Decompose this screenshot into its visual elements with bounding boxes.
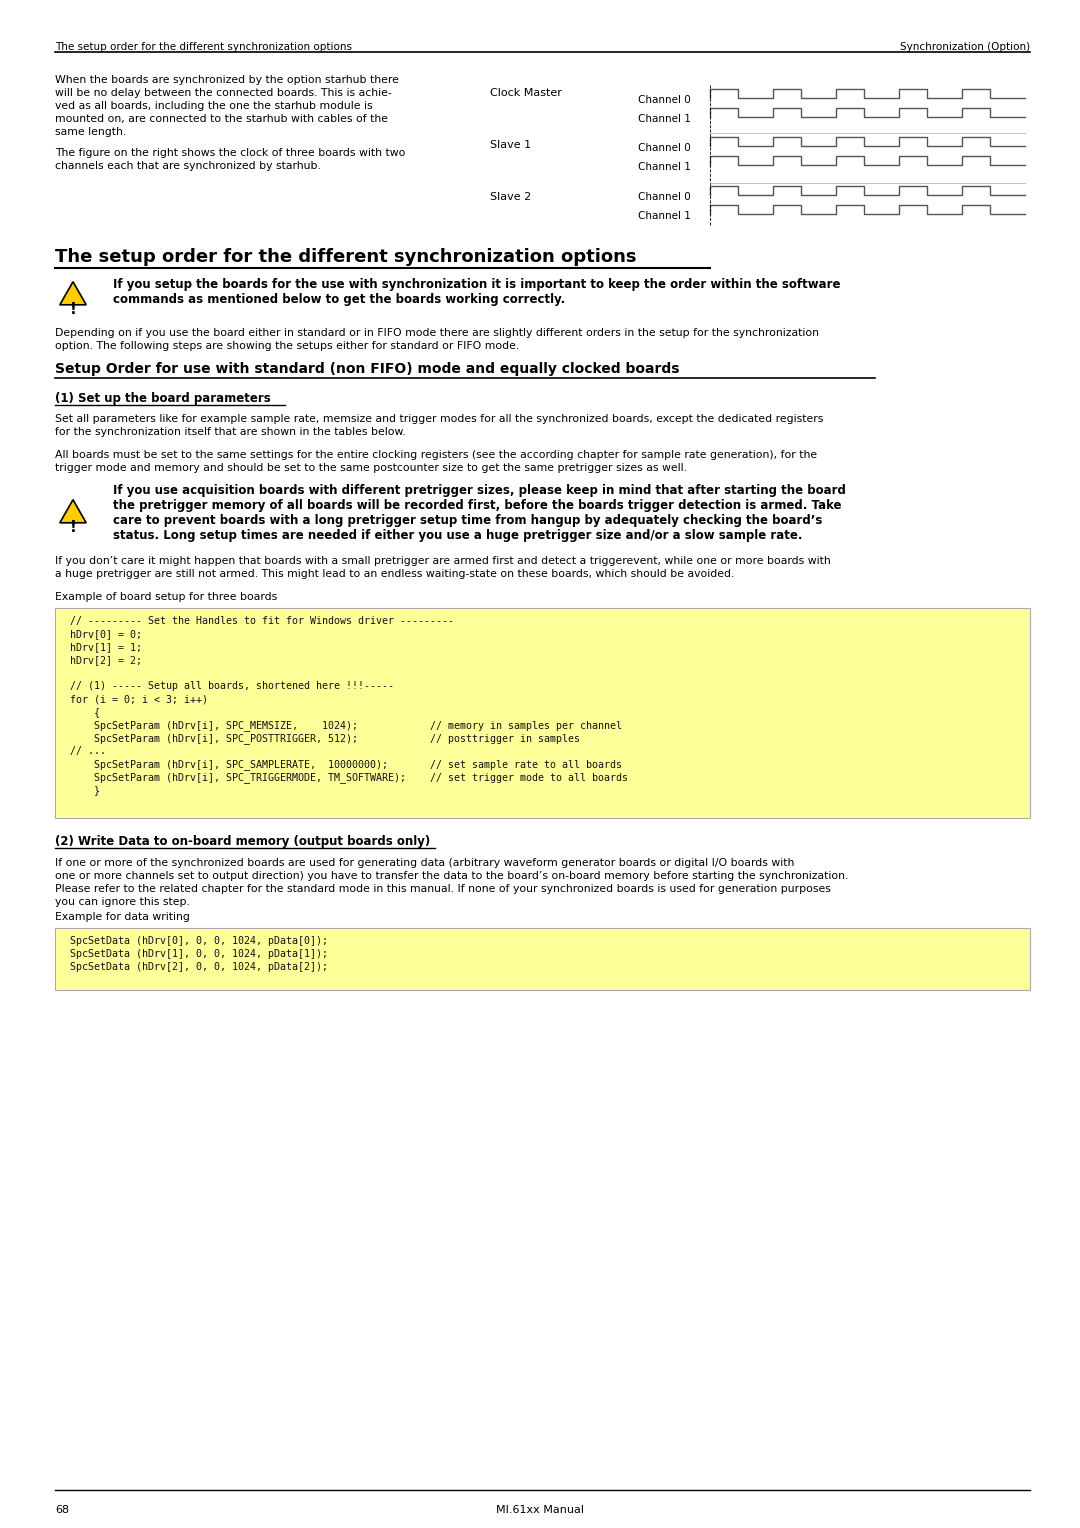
Text: trigger mode and memory and should be set to the same postcounter size to get th: trigger mode and memory and should be se… xyxy=(55,463,687,474)
Text: SpcSetData (hDrv[1], 0, 0, 1024, pData[1]);: SpcSetData (hDrv[1], 0, 0, 1024, pData[1… xyxy=(70,949,328,960)
Text: !: ! xyxy=(69,520,77,535)
Text: Channel 0: Channel 0 xyxy=(638,193,691,202)
Text: Synchronization (Option): Synchronization (Option) xyxy=(900,41,1030,52)
Text: Depending on if you use the board either in standard or in FIFO mode there are s: Depending on if you use the board either… xyxy=(55,329,819,338)
Text: status. Long setup times are needed if either you use a huge pretrigger size and: status. Long setup times are needed if e… xyxy=(113,529,802,542)
Text: !: ! xyxy=(69,303,77,316)
Text: ved as all boards, including the one the starhub module is: ved as all boards, including the one the… xyxy=(55,101,373,112)
Text: Slave 1: Slave 1 xyxy=(490,141,531,150)
Text: same length.: same length. xyxy=(55,127,126,138)
Text: you can ignore this step.: you can ignore this step. xyxy=(55,897,190,908)
Text: 68: 68 xyxy=(55,1505,69,1514)
Text: Set all parameters like for example sample rate, memsize and trigger modes for a: Set all parameters like for example samp… xyxy=(55,414,823,423)
FancyBboxPatch shape xyxy=(55,927,1030,990)
Text: commands as mentioned below to get the boards working correctly.: commands as mentioned below to get the b… xyxy=(113,293,565,306)
Text: Channel 1: Channel 1 xyxy=(638,115,691,124)
Text: SpcSetParam (hDrv[i], SPC_POSTTRIGGER, 512);            // posttrigger in sample: SpcSetParam (hDrv[i], SPC_POSTTRIGGER, 5… xyxy=(70,733,580,744)
Text: care to prevent boards with a long pretrigger setup time from hangup by adequate: care to prevent boards with a long pretr… xyxy=(113,513,822,527)
Text: hDrv[0] = 0;: hDrv[0] = 0; xyxy=(70,630,141,639)
Text: The setup order for the different synchronization options: The setup order for the different synchr… xyxy=(55,41,352,52)
Text: Example for data writing: Example for data writing xyxy=(55,912,190,921)
Text: mounted on, are connected to the starhub with cables of the: mounted on, are connected to the starhub… xyxy=(55,115,388,124)
Text: If you setup the boards for the use with synchronization it is important to keep: If you setup the boards for the use with… xyxy=(113,278,840,290)
Text: Please refer to the related chapter for the standard mode in this manual. If non: Please refer to the related chapter for … xyxy=(55,885,831,894)
Text: // --------- Set the Handles to fit for Windows driver ---------: // --------- Set the Handles to fit for … xyxy=(70,616,454,626)
Text: If one or more of the synchronized boards are used for generating data (arbitrar: If one or more of the synchronized board… xyxy=(55,859,795,868)
Text: Slave 2: Slave 2 xyxy=(490,193,531,202)
Text: }: } xyxy=(70,785,100,795)
Text: // ...: // ... xyxy=(70,746,106,756)
Text: SpcSetParam (hDrv[i], SPC_SAMPLERATE,  10000000);       // set sample rate to al: SpcSetParam (hDrv[i], SPC_SAMPLERATE, 10… xyxy=(70,759,622,770)
Text: SpcSetData (hDrv[2], 0, 0, 1024, pData[2]);: SpcSetData (hDrv[2], 0, 0, 1024, pData[2… xyxy=(70,963,328,972)
Text: Clock Master: Clock Master xyxy=(490,89,562,98)
Text: MI.61xx Manual: MI.61xx Manual xyxy=(496,1505,584,1514)
Text: for (i = 0; i < 3; i++): for (i = 0; i < 3; i++) xyxy=(70,694,208,704)
Polygon shape xyxy=(59,281,86,304)
Text: SpcSetParam (hDrv[i], SPC_TRIGGERMODE, TM_SOFTWARE);    // set trigger mode to a: SpcSetParam (hDrv[i], SPC_TRIGGERMODE, T… xyxy=(70,772,627,782)
Text: SpcSetData (hDrv[0], 0, 0, 1024, pData[0]);: SpcSetData (hDrv[0], 0, 0, 1024, pData[0… xyxy=(70,937,328,946)
Text: for the synchronization itself that are shown in the tables below.: for the synchronization itself that are … xyxy=(55,426,406,437)
Text: Channel 1: Channel 1 xyxy=(638,162,691,173)
Text: The figure on the right shows the clock of three boards with two: The figure on the right shows the clock … xyxy=(55,148,405,157)
Text: When the boards are synchronized by the option starhub there: When the boards are synchronized by the … xyxy=(55,75,399,86)
Text: option. The following steps are showing the setups either for standard or FIFO m: option. The following steps are showing … xyxy=(55,341,519,351)
Text: Setup Order for use with standard (non FIFO) mode and equally clocked boards: Setup Order for use with standard (non F… xyxy=(55,362,679,376)
Text: // (1) ----- Setup all boards, shortened here !!!-----: // (1) ----- Setup all boards, shortened… xyxy=(70,681,394,691)
Text: Channel 0: Channel 0 xyxy=(638,95,691,105)
Text: Channel 0: Channel 0 xyxy=(638,144,691,153)
Text: If you don’t care it might happen that boards with a small pretrigger are armed : If you don’t care it might happen that b… xyxy=(55,556,831,565)
Text: (2) Write Data to on-board memory (output boards only): (2) Write Data to on-board memory (outpu… xyxy=(55,834,430,848)
Text: All boards must be set to the same settings for the entire clocking registers (s: All boards must be set to the same setti… xyxy=(55,451,818,460)
Text: (1) Set up the board parameters: (1) Set up the board parameters xyxy=(55,393,271,405)
Text: the pretrigger memory of all boards will be recorded first, before the boards tr: the pretrigger memory of all boards will… xyxy=(113,500,841,512)
Text: Example of board setup for three boards: Example of board setup for three boards xyxy=(55,591,278,602)
Text: SpcSetParam (hDrv[i], SPC_MEMSIZE,    1024);            // memory in samples per: SpcSetParam (hDrv[i], SPC_MEMSIZE, 1024)… xyxy=(70,720,622,730)
Text: The setup order for the different synchronization options: The setup order for the different synchr… xyxy=(55,248,636,266)
Text: If you use acquisition boards with different pretrigger sizes, please keep in mi: If you use acquisition boards with diffe… xyxy=(113,484,846,497)
Text: one or more channels set to output direction) you have to transfer the data to t: one or more channels set to output direc… xyxy=(55,871,849,882)
Text: hDrv[1] = 1;: hDrv[1] = 1; xyxy=(70,642,141,652)
Text: channels each that are synchronized by starhub.: channels each that are synchronized by s… xyxy=(55,160,321,171)
Polygon shape xyxy=(59,500,86,523)
Text: {: { xyxy=(70,707,100,717)
Text: hDrv[2] = 2;: hDrv[2] = 2; xyxy=(70,656,141,665)
Text: a huge pretrigger are still not armed. This might lead to an endless waiting-sta: a huge pretrigger are still not armed. T… xyxy=(55,568,734,579)
Text: Channel 1: Channel 1 xyxy=(638,211,691,222)
Text: will be no delay between the connected boards. This is achie-: will be no delay between the connected b… xyxy=(55,89,392,98)
FancyBboxPatch shape xyxy=(55,608,1030,817)
